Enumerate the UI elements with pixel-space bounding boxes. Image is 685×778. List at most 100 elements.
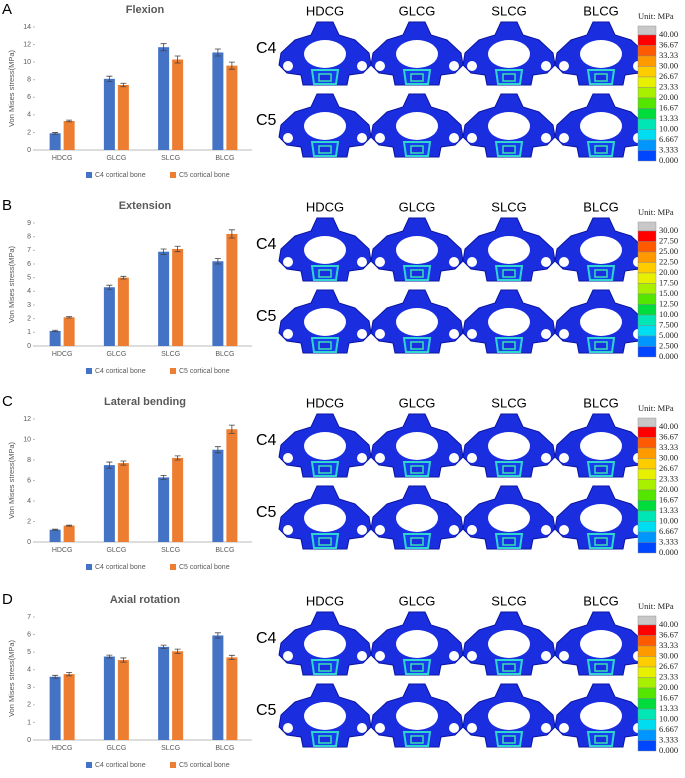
colorbar-cell bbox=[637, 97, 657, 109]
colorbar-cell bbox=[637, 542, 657, 554]
error-bar bbox=[160, 474, 167, 480]
vertebra-image bbox=[462, 611, 556, 676]
y-tick-label: 6 bbox=[27, 477, 31, 484]
vertebra-image bbox=[554, 611, 648, 676]
colorbar-label: 6.667 bbox=[659, 134, 678, 144]
x-tick-label: SLCG bbox=[161, 745, 180, 752]
colorbar-cell bbox=[637, 304, 657, 316]
column-header: SLCG bbox=[491, 199, 526, 214]
colorbar-cell bbox=[637, 489, 657, 501]
vertebra-image bbox=[554, 683, 648, 748]
y-tick-label: 7 bbox=[27, 614, 31, 621]
column-header: BLCG bbox=[583, 3, 618, 18]
colorbar-cell bbox=[637, 468, 657, 480]
panel-label: D bbox=[2, 591, 13, 608]
colorbar-label: 0.000 bbox=[659, 155, 678, 165]
column-header: HDCG bbox=[306, 395, 344, 410]
legend-label: C5 cortical bone bbox=[179, 368, 230, 375]
colorbar-label: 23.33 bbox=[659, 81, 678, 91]
y-tick-label: 5 bbox=[27, 649, 31, 656]
column-header: GLCG bbox=[399, 395, 436, 410]
vertebra-image bbox=[278, 289, 372, 354]
error-bar bbox=[174, 455, 181, 461]
error-bar bbox=[120, 275, 127, 280]
colorbar-cell bbox=[637, 335, 657, 347]
error-bar bbox=[106, 284, 113, 290]
y-tick-label: 10 bbox=[23, 436, 31, 443]
y-tick-label: 4 bbox=[27, 288, 31, 295]
legend-label: C4 cortical bone bbox=[95, 762, 146, 769]
legend-label: C4 cortical bone bbox=[95, 564, 146, 571]
colorbar-label: 3.333 bbox=[659, 536, 678, 546]
y-tick-label: 0 bbox=[27, 539, 31, 546]
x-tick-label: HDCG bbox=[52, 351, 73, 358]
error-bar bbox=[214, 258, 221, 265]
legend-swatch bbox=[86, 564, 92, 570]
y-tick-label: 3 bbox=[27, 684, 31, 691]
colorbar-cell bbox=[637, 458, 657, 470]
error-bar bbox=[106, 654, 113, 659]
colorbar-label: 33.33 bbox=[659, 640, 678, 650]
bar bbox=[212, 449, 224, 542]
colorbar-label: 2.500 bbox=[659, 340, 678, 350]
colorbar-label: 0.000 bbox=[659, 745, 678, 755]
colorbar-unit: Unit: MPa bbox=[638, 11, 674, 21]
chart-title: Lateral bending bbox=[104, 396, 186, 408]
colorbar-label: 33.33 bbox=[659, 442, 678, 452]
colorbar-label: 40.00 bbox=[659, 29, 678, 39]
y-tick-label: 2 bbox=[27, 129, 31, 136]
x-tick-label: HDCG bbox=[52, 745, 73, 752]
x-tick-label: HDCG bbox=[52, 547, 73, 554]
colorbar-cell bbox=[637, 241, 657, 253]
colorbar-label: 10.00 bbox=[659, 123, 678, 133]
column-header: BLCG bbox=[583, 395, 618, 410]
y-tick-label: 6 bbox=[27, 94, 31, 101]
y-tick-label: 0 bbox=[27, 147, 31, 154]
chart-title: Axial rotation bbox=[110, 594, 181, 606]
x-tick-label: GLCG bbox=[106, 155, 126, 162]
legend-label: C4 cortical bone bbox=[95, 172, 146, 179]
colorbar-cell bbox=[637, 221, 657, 232]
y-tick-label: 0 bbox=[27, 737, 31, 744]
vertebra-image bbox=[554, 21, 648, 86]
error-bar bbox=[174, 55, 181, 64]
y-tick-label: 9 bbox=[27, 220, 31, 227]
row-label: C4 bbox=[256, 630, 277, 647]
colorbar-label: 0.000 bbox=[659, 547, 678, 557]
colorbar-cell bbox=[637, 272, 657, 284]
legend-swatch bbox=[170, 762, 176, 768]
y-tick-label: 2 bbox=[27, 702, 31, 709]
colorbar-label: 5.000 bbox=[659, 330, 678, 340]
legend-swatch bbox=[170, 564, 176, 570]
colorbar-label: 0.000 bbox=[659, 351, 678, 361]
bar bbox=[49, 133, 61, 150]
vertebra-image bbox=[462, 683, 556, 748]
colorbar-label: 33.33 bbox=[659, 50, 678, 60]
y-tick-label: 1 bbox=[27, 329, 31, 336]
colorbar-label: 13.33 bbox=[659, 505, 678, 515]
panel-label: C bbox=[2, 393, 13, 410]
y-tick-label: 10 bbox=[23, 59, 31, 66]
colorbar-cell bbox=[637, 645, 657, 657]
error-bar bbox=[228, 229, 235, 239]
y-tick-label: 4 bbox=[27, 667, 31, 674]
bar bbox=[212, 635, 224, 740]
error-bar bbox=[66, 119, 73, 123]
colorbar-label: 30.00 bbox=[659, 452, 678, 462]
vertebra-image bbox=[278, 413, 372, 478]
column-header: GLCG bbox=[399, 199, 436, 214]
colorbar-cell bbox=[637, 719, 657, 731]
colorbar-label: 17.50 bbox=[659, 277, 678, 287]
bar bbox=[226, 429, 238, 542]
colorbar-cell bbox=[637, 500, 657, 512]
colorbar-cell bbox=[637, 87, 657, 99]
error-bar bbox=[106, 75, 113, 82]
vertebra-image bbox=[554, 93, 648, 158]
y-tick-label: 3 bbox=[27, 302, 31, 309]
colorbar-cell bbox=[637, 262, 657, 274]
y-tick-label: 5 bbox=[27, 275, 31, 282]
colorbar-unit: Unit: MPa bbox=[638, 403, 674, 413]
colorbar-label: 23.33 bbox=[659, 473, 678, 483]
legend-label: C5 cortical bone bbox=[179, 172, 230, 179]
vertebra-image bbox=[370, 611, 464, 676]
